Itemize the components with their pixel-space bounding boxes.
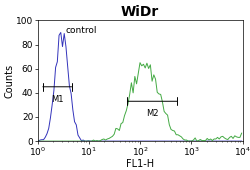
Y-axis label: Counts: Counts (5, 64, 15, 98)
Text: control: control (66, 26, 97, 35)
Title: WiDr: WiDr (121, 5, 159, 19)
Text: M2: M2 (146, 108, 158, 117)
Text: M1: M1 (51, 95, 64, 104)
X-axis label: FL1-H: FL1-H (126, 159, 154, 169)
